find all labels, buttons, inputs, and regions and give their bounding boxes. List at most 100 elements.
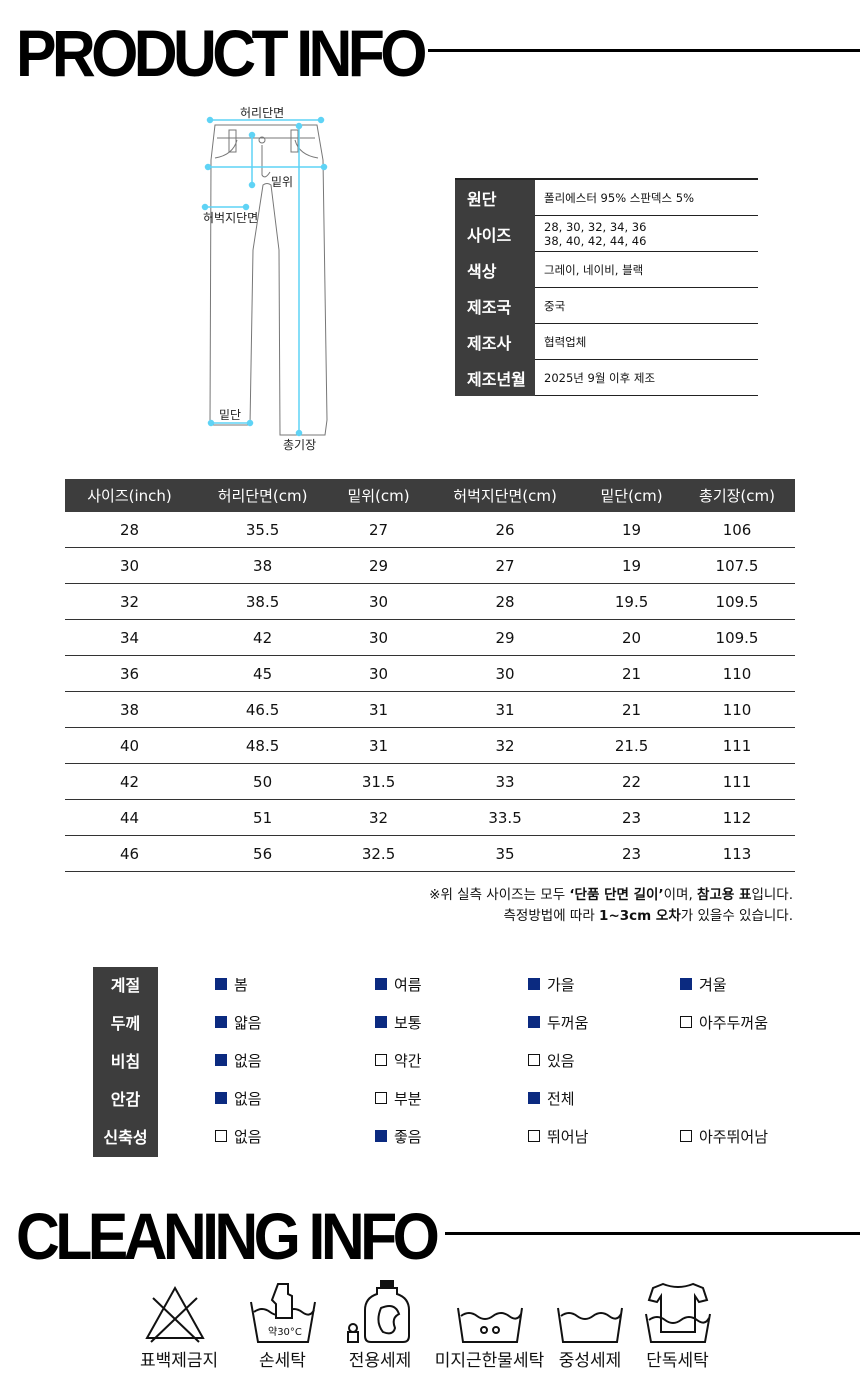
attribute-option: 얇음: [215, 1005, 262, 1041]
care-wash-separately: 단독세탁: [640, 1280, 715, 1371]
info-value: 28, 30, 32, 34, 36 38, 40, 42, 44, 46: [535, 215, 758, 252]
attribute-label: 비침: [93, 1043, 158, 1081]
table-cell: 38: [194, 547, 332, 584]
table-row: 44 51 32 33.5 23 112: [65, 799, 795, 836]
table-cell: 32: [331, 799, 426, 836]
option-text: 아주두꺼움: [699, 1014, 769, 1032]
option-text: 전체: [547, 1090, 575, 1108]
table-cell: 30: [331, 619, 426, 656]
care-lukewarm-wash: 미지근한물세탁: [432, 1280, 547, 1371]
table-cell: 19: [584, 547, 680, 584]
option-text: 뛰어남: [547, 1128, 589, 1146]
unchecked-box-icon: [528, 1053, 540, 1066]
unchecked-box-icon: [215, 1129, 227, 1142]
size-table-header: 총기장(cm): [679, 479, 795, 512]
info-label: 제조년월: [455, 359, 535, 396]
table-cell: 23: [584, 799, 680, 836]
care-label: 손세탁: [259, 1351, 306, 1371]
table-cell: 35.5: [194, 512, 332, 548]
table-cell: 21.5: [584, 727, 680, 764]
table-cell: 31: [331, 727, 426, 764]
note-line-1: ※위 실측 사이즈는 모두 ‘단품 단면 길이’이며, 참고용 표입니다.: [429, 883, 793, 903]
attribute-option: 없음: [215, 1119, 262, 1155]
attribute-option: 뛰어남: [528, 1119, 588, 1155]
table-cell: 42: [194, 619, 332, 656]
table-cell: 32.5: [331, 835, 426, 872]
table-cell: 38: [65, 691, 195, 728]
attribute-option: 없음: [215, 1081, 262, 1117]
table-cell: 111: [679, 727, 795, 764]
option-text: 겨울: [699, 976, 727, 994]
option-text: 아주뛰어남: [699, 1128, 769, 1146]
detergent-bottle-icon: [347, 1280, 410, 1343]
care-neutral-detergent: 중성세제: [555, 1280, 625, 1371]
info-row: 제조국 중국: [455, 287, 758, 324]
info-value: 폴리에스터 95% 스판덱스 5%: [535, 178, 758, 216]
attribute-option: 두꺼움: [528, 1005, 588, 1041]
checked-box-icon: [528, 977, 540, 990]
option-text: 없음: [234, 1128, 262, 1146]
note-text: ※위 실측 사이즈는 모두: [429, 887, 570, 903]
table-cell: 107.5: [679, 547, 795, 584]
table-cell: 113: [679, 835, 795, 872]
option-text: 가을: [547, 976, 575, 994]
table-cell: 22: [584, 763, 680, 800]
table-cell: 106: [679, 512, 795, 548]
checked-box-icon: [375, 1129, 387, 1142]
care-label: 단독세탁: [646, 1351, 709, 1371]
attribute-row: 비침 없음 약간 있음: [93, 1043, 793, 1081]
info-value: 중국: [535, 287, 758, 324]
note-line-2: 측정방법에 따라 1~3cm 오차가 있을수 있습니다.: [504, 904, 793, 924]
table-cell: 34: [65, 619, 195, 656]
table-cell: 36: [65, 655, 195, 692]
label-thigh: 허벅지단면: [203, 211, 258, 225]
table-cell: 32: [65, 583, 195, 620]
attribute-label: 신축성: [93, 1119, 158, 1157]
attribute-row: 두께 얇음 보통 두꺼움 아주두꺼움: [93, 1005, 793, 1043]
info-row: 원단 폴리에스터 95% 스판덱스 5%: [455, 178, 758, 216]
table-row: 40 48.5 31 32 21.5 111: [65, 727, 795, 764]
table-cell: 44: [65, 799, 195, 836]
info-row: 사이즈 28, 30, 32, 34, 36 38, 40, 42, 44, 46: [455, 215, 758, 252]
table-cell: 30: [426, 655, 585, 692]
table-cell: 30: [331, 583, 426, 620]
no-bleach-icon: [145, 1285, 205, 1343]
option-text: 보통: [394, 1014, 422, 1032]
table-cell: 109.5: [679, 619, 795, 656]
attribute-option: 부분: [375, 1081, 422, 1117]
table-cell: 20: [584, 619, 680, 656]
unchecked-box-icon: [528, 1129, 540, 1142]
temperature-label: 약30°C: [268, 1326, 302, 1338]
care-label: 중성세제: [558, 1351, 622, 1371]
table-cell: 110: [679, 655, 795, 692]
table-cell: 31: [331, 691, 426, 728]
attribute-option: 좋음: [375, 1119, 422, 1155]
info-value-line: 28, 30, 32, 34, 36: [544, 219, 647, 234]
checked-box-icon: [375, 977, 387, 990]
info-row: 색상 그레이, 네이비, 블랙: [455, 251, 758, 288]
unchecked-box-icon: [680, 1015, 692, 1028]
checked-box-icon: [680, 977, 692, 990]
option-text: 두꺼움: [547, 1014, 589, 1032]
table-cell: 29: [426, 619, 585, 656]
table-cell: 46: [65, 835, 195, 872]
table-cell: 21: [584, 691, 680, 728]
attribute-option: 겨울: [680, 967, 727, 1003]
attribute-option: 아주뛰어남: [680, 1119, 768, 1155]
table-cell: 110: [679, 691, 795, 728]
table-cell: 46.5: [194, 691, 332, 728]
note-text: 입니다.: [751, 887, 793, 903]
table-cell: 19.5: [584, 583, 680, 620]
attribute-option: 보통: [375, 1005, 422, 1041]
option-text: 있음: [547, 1052, 575, 1070]
table-cell: 31: [426, 691, 585, 728]
attribute-row: 신축성 없음 좋음 뛰어남 아주뛰어남: [93, 1119, 793, 1157]
info-row: 제조사 협력업체: [455, 323, 758, 360]
checked-box-icon: [375, 1015, 387, 1028]
care-no-bleach: 표백제금지: [140, 1280, 218, 1371]
attribute-option: 약간: [375, 1043, 422, 1079]
table-row: 38 46.5 31 31 21 110: [65, 691, 795, 728]
table-cell: 33: [426, 763, 585, 800]
attribute-option: 여름: [375, 967, 422, 1003]
wash-separately-icon: [644, 1282, 711, 1343]
